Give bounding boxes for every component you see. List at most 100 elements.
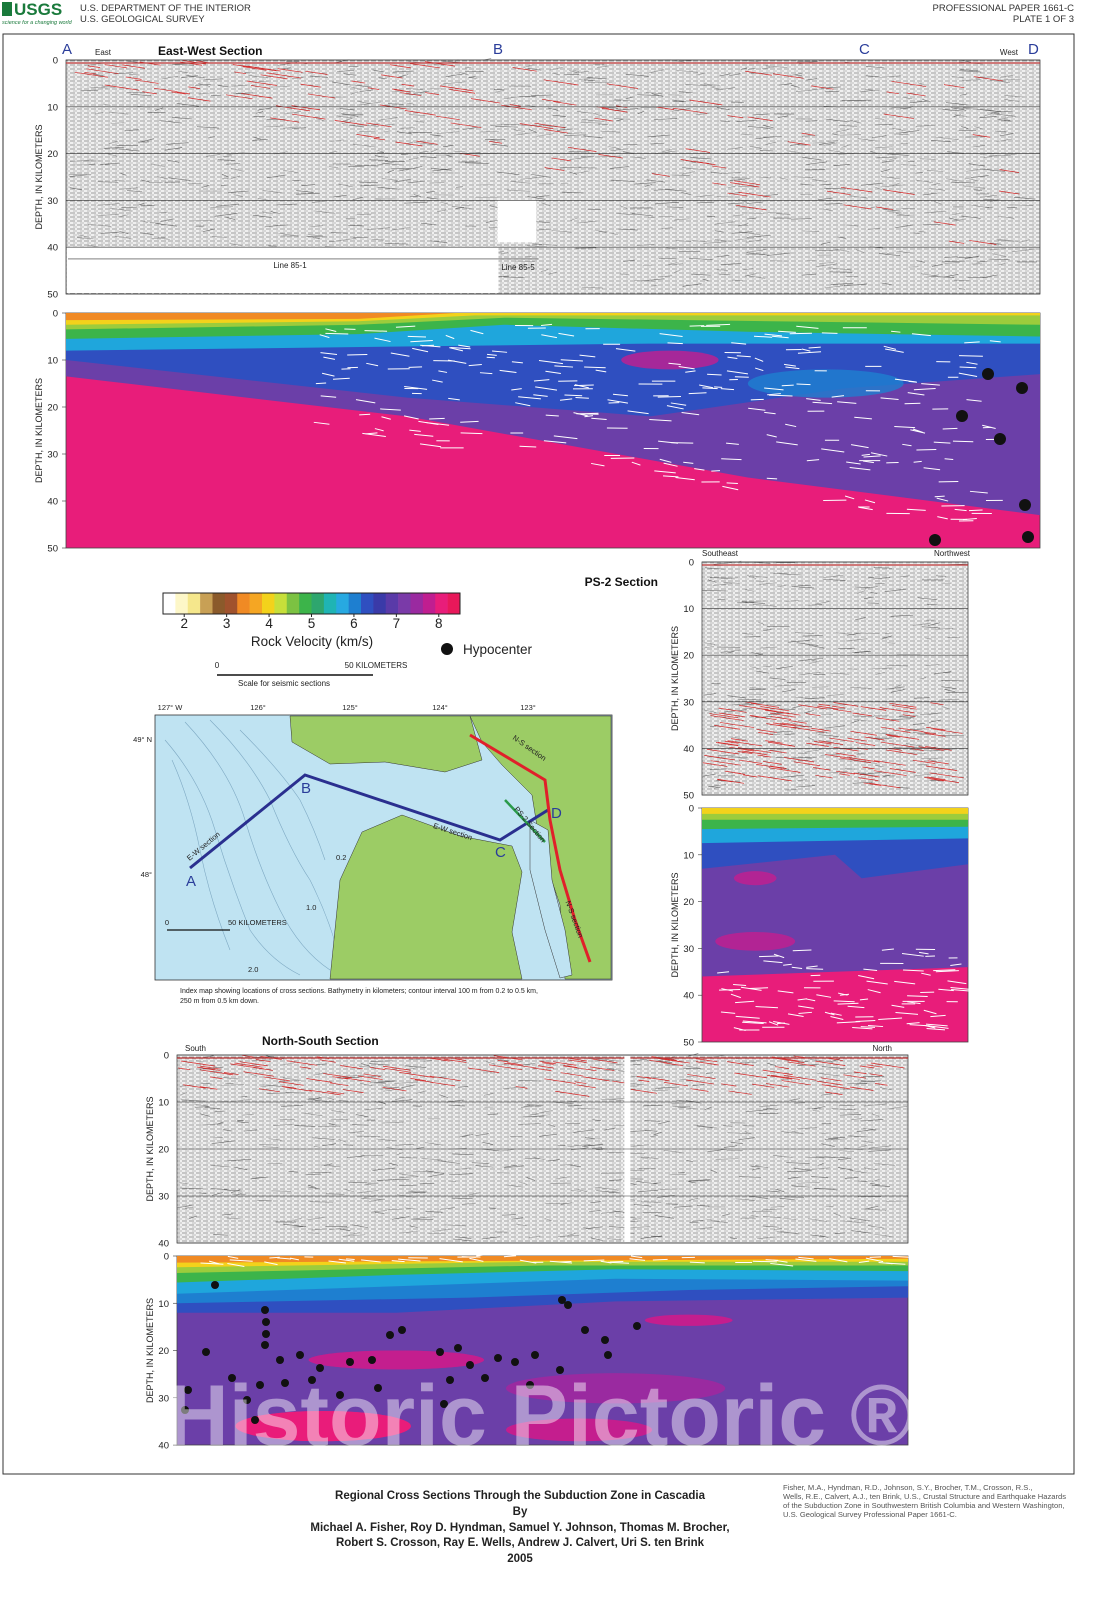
reflector — [608, 146, 620, 149]
interpreted-reflector — [767, 1075, 793, 1080]
bathymetry — [164, 719, 341, 976]
interpreted-reflector — [545, 370, 561, 374]
interpreted-reflector — [735, 1015, 760, 1019]
interpreted-reflector — [209, 1076, 223, 1080]
reflector — [180, 1187, 204, 1190]
reflector — [886, 210, 903, 214]
reflector — [359, 1082, 373, 1087]
interpreted-reflector — [921, 731, 937, 735]
map-point: B — [301, 780, 311, 797]
reflector — [372, 1167, 396, 1171]
interpreted-reflector — [544, 1078, 576, 1084]
reflector — [323, 1163, 333, 1166]
reflector — [120, 173, 127, 176]
reflector — [814, 1188, 835, 1190]
reflector — [464, 162, 489, 164]
reflector — [731, 177, 751, 179]
reflector — [865, 89, 880, 91]
depth-tick-label: 10 — [158, 1299, 169, 1310]
reflector — [667, 262, 678, 266]
reflector — [941, 686, 957, 689]
reflector — [531, 94, 554, 97]
interpreted-reflector — [880, 397, 899, 400]
interpreted-reflector — [340, 1065, 363, 1070]
reflector — [507, 189, 530, 192]
reflector — [231, 1189, 241, 1193]
reflector — [501, 1214, 516, 1216]
reflector — [807, 1218, 827, 1222]
reflector — [585, 1137, 595, 1140]
interpreted-reflector — [839, 757, 872, 763]
reflector — [412, 1170, 434, 1173]
reflector — [737, 199, 748, 203]
reflector — [544, 1218, 552, 1222]
depth-tick-label: 0 — [164, 1051, 169, 1062]
interpreted-reflector — [835, 752, 856, 757]
reflector — [645, 91, 662, 95]
interpreted-reflector — [307, 93, 336, 99]
reflector — [616, 118, 624, 122]
direction-label: West — [1000, 48, 1019, 57]
interpreted-reflector — [829, 737, 854, 743]
reflector — [855, 617, 866, 621]
interpreted-reflector — [787, 1013, 804, 1018]
authors: Michael A. Fisher, Roy D. Hyndman, Samue… — [310, 1522, 729, 1534]
velocity-anomaly — [621, 350, 719, 370]
reflector — [341, 1075, 365, 1077]
interpreted-reflector — [470, 329, 484, 335]
interpreted-reflector — [765, 1083, 790, 1088]
reflector — [656, 1194, 675, 1199]
reflector — [167, 159, 180, 163]
reflector — [227, 1159, 252, 1162]
reflector — [651, 93, 664, 97]
reflector — [159, 120, 182, 124]
interpreted-reflector — [858, 975, 875, 980]
reflector — [703, 642, 716, 645]
reflector — [666, 247, 678, 250]
interpreted-reflector — [171, 91, 186, 95]
reflector — [130, 93, 152, 97]
reflector — [292, 179, 302, 181]
interpreted-reflector — [595, 369, 607, 373]
reflector — [697, 1125, 713, 1129]
reflector — [750, 1165, 759, 1168]
reflector — [752, 604, 777, 607]
interpreted-reflector — [861, 453, 870, 456]
reflector — [252, 139, 268, 141]
interpreted-reflector — [906, 508, 926, 511]
interpreted-reflector — [390, 64, 411, 69]
interpreted-reflector — [925, 765, 958, 771]
interpreted-reflector — [724, 770, 742, 774]
reflector — [341, 121, 351, 125]
interpreted-reflector — [776, 441, 798, 446]
reflector — [795, 74, 802, 77]
reflector — [430, 133, 443, 137]
reflector — [355, 1114, 369, 1118]
interpreted-reflector — [951, 988, 971, 992]
reflector — [336, 115, 353, 119]
reflector — [360, 184, 379, 187]
reflector — [241, 1095, 248, 1098]
interpreted-reflector — [907, 392, 925, 396]
reflector — [886, 1106, 908, 1110]
reflector — [696, 201, 715, 204]
interpreted-reflector — [798, 1256, 814, 1260]
interpreted-reflector — [733, 180, 761, 186]
interpreted-reflector — [104, 84, 140, 91]
reflector — [868, 576, 875, 579]
reflector — [188, 1215, 197, 1219]
interpreted-reflector — [748, 987, 769, 990]
reflector — [808, 644, 825, 649]
reflector — [315, 118, 324, 121]
reflector — [758, 176, 771, 179]
reflector — [673, 269, 681, 273]
reflector — [949, 217, 959, 221]
reflector — [938, 698, 960, 701]
interpreted-reflector — [403, 415, 419, 420]
reflector — [560, 1163, 573, 1166]
reflector — [307, 1232, 319, 1234]
velocity-anomaly — [747, 369, 904, 398]
reflector — [292, 1217, 303, 1221]
interpreted-reflector — [488, 140, 503, 144]
interpreted-reflector — [558, 332, 575, 337]
